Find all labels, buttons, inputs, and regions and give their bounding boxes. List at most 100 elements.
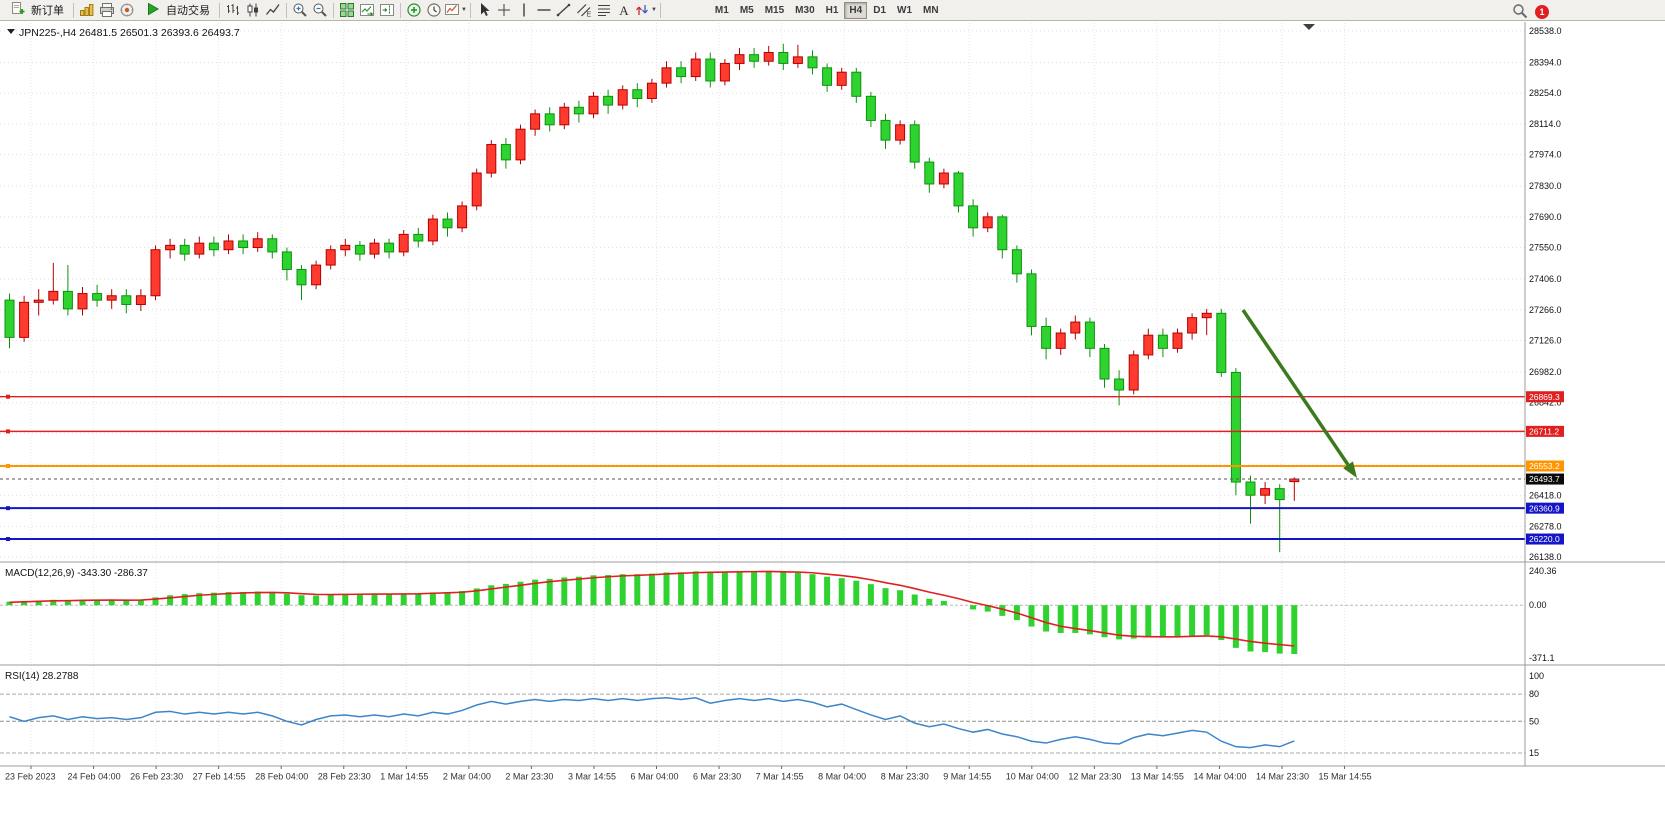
candle: [617, 89, 628, 106]
rsi-label: RSI(14) 28.2788: [5, 671, 79, 682]
zoom-icon-group: [290, 1, 330, 20]
price-tick-label: 27550.0: [1529, 243, 1562, 253]
time-label: 27 Feb 14:55: [193, 772, 246, 782]
periods-icon[interactable]: [424, 1, 444, 20]
price-tick-label: 26842.0: [1529, 398, 1562, 408]
time-label: 1 Mar 14:55: [380, 772, 428, 782]
chart-shift-icon[interactable]: [377, 1, 397, 20]
price-tick-label: 26982.0: [1529, 367, 1562, 377]
candle: [165, 244, 176, 251]
timeframe-d1-button[interactable]: D1: [868, 2, 891, 19]
channel-icon[interactable]: E: [574, 1, 594, 20]
rsi-tick-label: 15: [1529, 748, 1539, 758]
line-handle[interactable]: [6, 464, 10, 469]
price-tick-label: 27690.0: [1529, 212, 1562, 222]
zoom-in-icon[interactable]: [290, 1, 310, 20]
chart-collapse-icon[interactable]: [7, 29, 15, 34]
line-handle[interactable]: [6, 537, 10, 542]
toolbar-right: 1: [1510, 1, 1549, 24]
timeframe-h4-button[interactable]: H4: [844, 1, 868, 19]
charts-profile-icon[interactable]: [77, 1, 97, 20]
price-tick-label: 27406.0: [1529, 274, 1562, 284]
indicators-icon[interactable]: [404, 1, 424, 20]
macd-tick-label: 240.36: [1529, 566, 1557, 576]
candle: [413, 233, 424, 242]
timeframe-m30-button[interactable]: M30: [790, 2, 819, 19]
tile-windows-icon[interactable]: [337, 1, 357, 20]
vertical-line-icon[interactable]: [514, 1, 534, 20]
macd-tick-label: 0.00: [1529, 600, 1547, 610]
candle: [296, 268, 307, 286]
print-icon[interactable]: [97, 1, 117, 20]
candle: [340, 244, 351, 251]
macd-signal-line: [9, 570, 1295, 647]
candle: [121, 295, 132, 306]
trend-arrow[interactable]: [1241, 309, 1350, 466]
line-chart-icon[interactable]: [263, 1, 283, 20]
fibonacci-icon[interactable]: [594, 1, 614, 20]
candle: [822, 67, 833, 86]
candles-layer: [4, 43, 1300, 553]
price-lines-layer: [0, 394, 1525, 542]
candle: [427, 218, 438, 242]
cursor-icon[interactable]: [474, 1, 494, 20]
candle: [734, 54, 745, 64]
rsi-panel: [9, 696, 1295, 749]
timeframe-m1-button[interactable]: M1: [710, 2, 734, 19]
candle: [778, 51, 789, 64]
time-label: 9 Mar 14:55: [943, 772, 991, 782]
time-label: 2 Mar 04:00: [443, 772, 491, 782]
search-icon[interactable]: [1510, 1, 1530, 20]
toolbar-separator: [286, 2, 287, 18]
timeframe-mn-button[interactable]: MN: [918, 2, 944, 19]
timeframe-h1-button[interactable]: H1: [821, 2, 844, 19]
price-tick-label: 26418.0: [1529, 491, 1562, 501]
timeframe-m15-button[interactable]: M15: [760, 2, 789, 19]
candle: [1143, 334, 1154, 356]
text-icon[interactable]: A: [614, 1, 634, 20]
auto-scroll-icon[interactable]: [357, 1, 377, 20]
candle: [252, 238, 263, 249]
line-handle[interactable]: [6, 429, 10, 434]
time-label: 28 Feb 23:30: [318, 772, 371, 782]
horizontal-line-icon[interactable]: [534, 1, 554, 20]
candle: [1011, 249, 1022, 275]
notification-badge[interactable]: 1: [1535, 5, 1549, 20]
zoom-out-icon[interactable]: [310, 1, 330, 20]
candle: [880, 119, 891, 141]
level-price-badge: [1526, 502, 1564, 514]
chart-shift-marker[interactable]: [1303, 24, 1315, 30]
draw-icon-group: E A ▼: [474, 1, 657, 20]
templates-icon[interactable]: ▼: [444, 1, 467, 20]
quotes-icon[interactable]: [117, 1, 137, 20]
price-tick-label: 27830.0: [1529, 181, 1562, 191]
candle: [661, 67, 672, 84]
new-order-icon: [8, 0, 28, 19]
candle: [573, 106, 584, 115]
time-label: 7 Mar 14:55: [756, 772, 804, 782]
bar-chart-icon[interactable]: [223, 1, 243, 20]
candle: [208, 242, 219, 251]
line-handle[interactable]: [6, 394, 10, 399]
timeframe-w1-button[interactable]: W1: [892, 2, 917, 19]
candle: [749, 54, 760, 62]
arrows-icon[interactable]: ▼: [634, 1, 657, 20]
candle: [471, 172, 482, 207]
price-tick-label: 26138.0: [1529, 552, 1562, 562]
rsi-tick-label: 50: [1529, 716, 1539, 726]
candle: [1245, 481, 1256, 496]
candle: [33, 299, 44, 303]
trendline-icon[interactable]: [554, 1, 574, 20]
timeframe-m5-button[interactable]: M5: [735, 2, 759, 19]
candle: [486, 144, 497, 174]
candle: [1114, 378, 1125, 391]
time-label: 8 Mar 23:30: [881, 772, 929, 782]
annotations-layer: [1241, 309, 1357, 478]
crosshair-icon[interactable]: [494, 1, 514, 20]
new-order-button[interactable]: 新订单: [2, 1, 70, 20]
candle: [690, 58, 701, 78]
line-handle[interactable]: [6, 506, 10, 511]
auto-trading-button[interactable]: 自动交易: [137, 1, 216, 20]
candlestick-chart-icon[interactable]: [243, 1, 263, 20]
